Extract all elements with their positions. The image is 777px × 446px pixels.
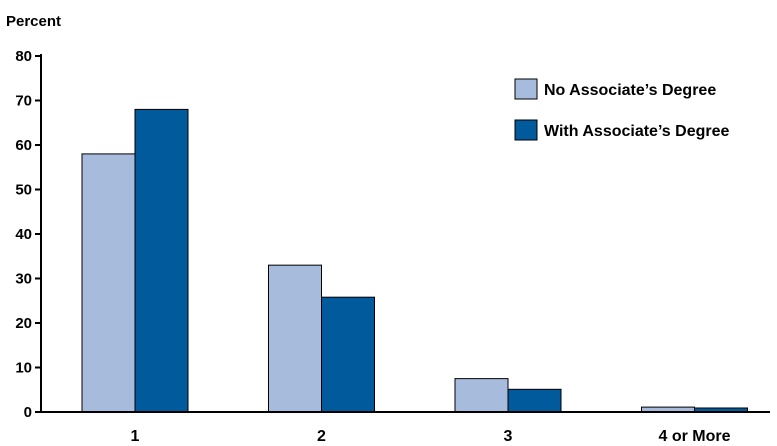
y-tick-label: 80 bbox=[15, 48, 32, 65]
y-tick-label: 0 bbox=[24, 404, 32, 421]
bar-with-associates-degree bbox=[508, 389, 561, 412]
bar-no-associates-degree bbox=[269, 265, 322, 412]
legend: No Associate’s Degree With Associate’s De… bbox=[515, 79, 730, 140]
bar-with-associates-degree bbox=[135, 109, 188, 412]
plot-area bbox=[82, 109, 748, 412]
y-tick-label: 70 bbox=[15, 93, 32, 110]
y-tick-label: 50 bbox=[15, 182, 32, 199]
x-axis: 1 2 3 4 or More bbox=[131, 428, 731, 445]
y-tick-label: 30 bbox=[15, 271, 32, 288]
x-tick-label: 3 bbox=[504, 428, 513, 445]
legend-label: With Associate’s Degree bbox=[544, 123, 730, 140]
bar-no-associates-degree bbox=[455, 379, 508, 412]
y-tick-label: 10 bbox=[15, 360, 32, 377]
bar-no-associates-degree bbox=[82, 154, 135, 412]
bar-with-associates-degree bbox=[322, 297, 375, 412]
y-tick-label: 60 bbox=[15, 137, 32, 154]
x-tick-label: 1 bbox=[131, 428, 140, 445]
y-tick-label: 40 bbox=[15, 226, 32, 243]
y-axis-label: Percent bbox=[6, 13, 61, 30]
y-axis: 0 10 20 30 40 50 60 70 80 bbox=[15, 48, 41, 421]
x-tick-label: 2 bbox=[317, 428, 326, 445]
y-tick-label: 20 bbox=[15, 315, 32, 332]
legend-swatch bbox=[515, 120, 537, 140]
legend-swatch bbox=[515, 79, 537, 99]
legend-label: No Associate’s Degree bbox=[544, 82, 716, 99]
x-tick-label: 4 or More bbox=[658, 428, 730, 445]
